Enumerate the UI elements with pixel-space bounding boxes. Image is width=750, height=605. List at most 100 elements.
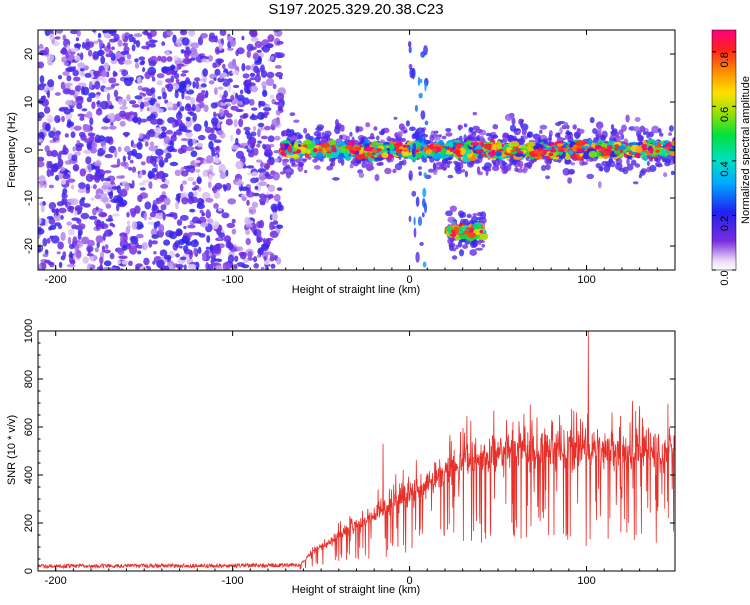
heatmap-cell xyxy=(235,92,239,99)
heatmap-cell xyxy=(108,267,118,270)
heatmap-cell xyxy=(269,230,279,238)
heatmap-cell xyxy=(38,216,42,225)
heatmap-cell xyxy=(214,127,222,131)
heatmap-cell xyxy=(408,215,412,223)
heatmap-cell xyxy=(159,161,164,168)
x-tick-label: 0 xyxy=(407,575,413,587)
heatmap-cell xyxy=(108,145,117,154)
heatmap-cell xyxy=(213,122,218,126)
heatmap-cell xyxy=(607,162,612,168)
heatmap-cell xyxy=(498,148,504,152)
heatmap-cell xyxy=(465,136,474,142)
heatmap-cell xyxy=(392,168,397,174)
heatmap-cell xyxy=(123,59,133,65)
heatmap-cell xyxy=(214,87,218,95)
heatmap-cell xyxy=(417,216,423,227)
heatmap-cell xyxy=(355,125,360,134)
heatmap-cell xyxy=(187,263,197,270)
heatmap-cell xyxy=(104,170,112,174)
heatmap-cell xyxy=(502,132,507,138)
heatmap-cell xyxy=(472,111,478,116)
heatmap-cell xyxy=(234,255,239,262)
heatmap-cell xyxy=(313,130,322,137)
heatmap-cell xyxy=(246,79,252,84)
heatmap-cell xyxy=(432,153,443,160)
heatmap-cell xyxy=(124,77,129,81)
heatmap-cell xyxy=(264,194,272,201)
heatmap-cell xyxy=(139,101,145,110)
heatmap-cell xyxy=(190,57,196,61)
heatmap-cell xyxy=(263,107,272,112)
heatmap-cell xyxy=(131,44,136,52)
heatmap-cell xyxy=(195,81,200,90)
heatmap-region xyxy=(444,205,489,260)
heatmap-cell xyxy=(163,179,170,185)
heatmap-cell xyxy=(199,209,204,214)
heatmap-cell xyxy=(74,205,83,211)
heatmap-cell xyxy=(187,224,196,229)
heatmap-cell xyxy=(96,91,101,96)
heatmap-cell xyxy=(166,145,175,153)
heatmap-cell xyxy=(105,218,114,222)
heatmap-cell xyxy=(118,98,123,105)
heatmap-cell xyxy=(545,175,551,180)
heatmap-cell xyxy=(207,263,213,270)
heatmap-cell xyxy=(75,145,83,152)
heatmap-cell xyxy=(38,175,46,182)
heatmap-cell xyxy=(79,52,84,61)
heatmap-cell xyxy=(208,133,217,141)
heatmap-cell xyxy=(423,172,427,178)
heatmap-cell xyxy=(150,99,156,105)
heatmap-cell xyxy=(257,233,262,238)
heatmap-cell xyxy=(45,123,51,132)
heatmap-cell xyxy=(625,114,630,123)
heatmap-cell xyxy=(598,181,602,189)
heatmap-cell xyxy=(38,182,41,190)
heatmap-cell xyxy=(411,133,416,140)
heatmap-cell xyxy=(185,131,193,138)
heatmap-cell xyxy=(250,85,258,93)
heatmap-cell xyxy=(87,132,96,137)
heatmap-cell xyxy=(193,247,198,256)
heatmap-cell xyxy=(276,187,283,191)
heatmap-cell xyxy=(264,163,270,171)
heatmap-cell xyxy=(363,148,370,151)
heatmap-cell xyxy=(289,112,296,117)
heatmap-cell xyxy=(86,253,94,257)
heatmap-cell xyxy=(606,145,613,150)
heatmap-cell xyxy=(47,261,54,266)
heatmap-cell xyxy=(240,194,247,197)
spectrogram-heatmap xyxy=(38,30,675,270)
heatmap-cell xyxy=(74,43,82,48)
heatmap-cell xyxy=(97,32,102,39)
heatmap-cell xyxy=(544,158,550,165)
heatmap-cell xyxy=(99,100,109,110)
heatmap-cell xyxy=(312,158,318,163)
heatmap-cell xyxy=(402,144,407,148)
heatmap-cell xyxy=(162,212,166,221)
heatmap-cell xyxy=(420,110,426,120)
heatmap-cell xyxy=(265,175,274,180)
heatmap-cell xyxy=(303,127,308,134)
x-tick-label: -200 xyxy=(45,575,67,587)
heatmap-cell xyxy=(151,234,159,240)
heatmap-cell xyxy=(625,145,632,151)
heatmap-cell xyxy=(378,130,385,136)
heatmap-cell xyxy=(419,241,424,246)
heatmap-cell xyxy=(215,146,220,151)
heatmap-cell xyxy=(190,239,199,248)
heatmap-cell xyxy=(192,138,197,145)
heatmap-cell xyxy=(584,145,589,149)
heatmap-cell xyxy=(257,140,262,144)
heatmap-cell xyxy=(97,152,104,157)
heatmap-cell xyxy=(129,100,137,105)
heatmap-cell xyxy=(126,53,132,60)
heatmap-cell xyxy=(102,233,106,241)
heatmap-cell xyxy=(421,127,425,137)
heatmap-cell xyxy=(480,211,487,220)
heatmap-cell xyxy=(176,63,185,67)
heatmap-cell xyxy=(274,65,282,69)
heatmap-cell xyxy=(468,230,474,233)
heatmap-cell xyxy=(441,163,448,170)
